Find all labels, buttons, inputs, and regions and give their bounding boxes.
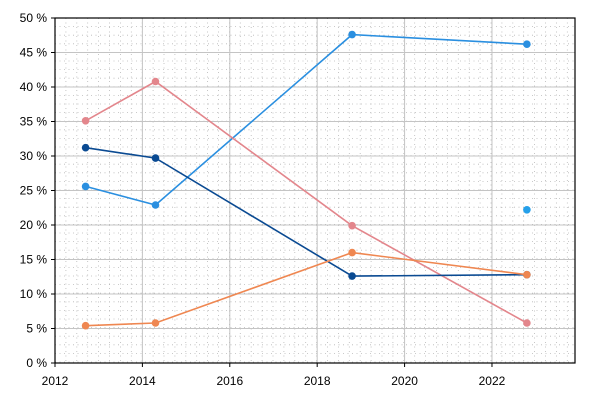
series-4	[81, 248, 531, 330]
data-point	[81, 143, 90, 152]
y-tick-label: 45 %	[20, 46, 48, 60]
series-1	[81, 30, 531, 209]
y-tick-label: 10 %	[20, 287, 48, 301]
y-tick-label: 35 %	[20, 115, 48, 129]
y-tick-label: 30 %	[20, 149, 48, 163]
x-tick-label: 2012	[42, 374, 69, 388]
x-tick-label: 2022	[479, 374, 506, 388]
data-point	[348, 248, 356, 257]
data-point	[151, 201, 160, 209]
series-line	[85, 146, 527, 277]
series-line	[85, 33, 527, 206]
series-line	[85, 80, 528, 324]
y-tick-label: 0 %	[26, 356, 47, 370]
series-line	[85, 251, 528, 327]
data-point	[81, 182, 90, 191]
data-point	[151, 77, 160, 86]
x-tick-label: 2020	[391, 374, 418, 388]
data-point	[523, 319, 531, 327]
data-point	[523, 270, 531, 279]
x-tick-label: 2014	[129, 374, 156, 388]
y-tick-label: 5 %	[26, 322, 47, 336]
y-tick-label: 25 %	[20, 184, 48, 198]
data-point	[81, 321, 90, 330]
y-axis-tick-labels: 0 % 5 % 10 % 15 % 20 % 25 % 30 % 35 % 40 % 45 % 50…	[20, 11, 48, 370]
data-point	[81, 117, 90, 125]
data-point	[523, 206, 531, 214]
x-tick-label: 2016	[216, 374, 243, 388]
data-point	[523, 40, 531, 48]
y-tick-label: 50 %	[20, 11, 48, 25]
data-point	[348, 272, 356, 280]
x-axis-tick-labels: 2012 2014 2016 2018 2020 2022	[42, 374, 506, 388]
data-point	[151, 319, 160, 327]
y-tick-label: 40 %	[20, 80, 48, 94]
y-tick-label: 20 %	[20, 218, 48, 232]
data-point	[348, 30, 356, 39]
x-tick-label: 2018	[304, 374, 331, 388]
series-5	[523, 206, 531, 214]
series-layer	[81, 30, 531, 330]
y-tick-label: 15 %	[20, 253, 48, 267]
data-point	[151, 154, 160, 162]
data-point	[348, 221, 356, 230]
axis-ticks	[51, 17, 493, 367]
series-2	[81, 77, 531, 327]
